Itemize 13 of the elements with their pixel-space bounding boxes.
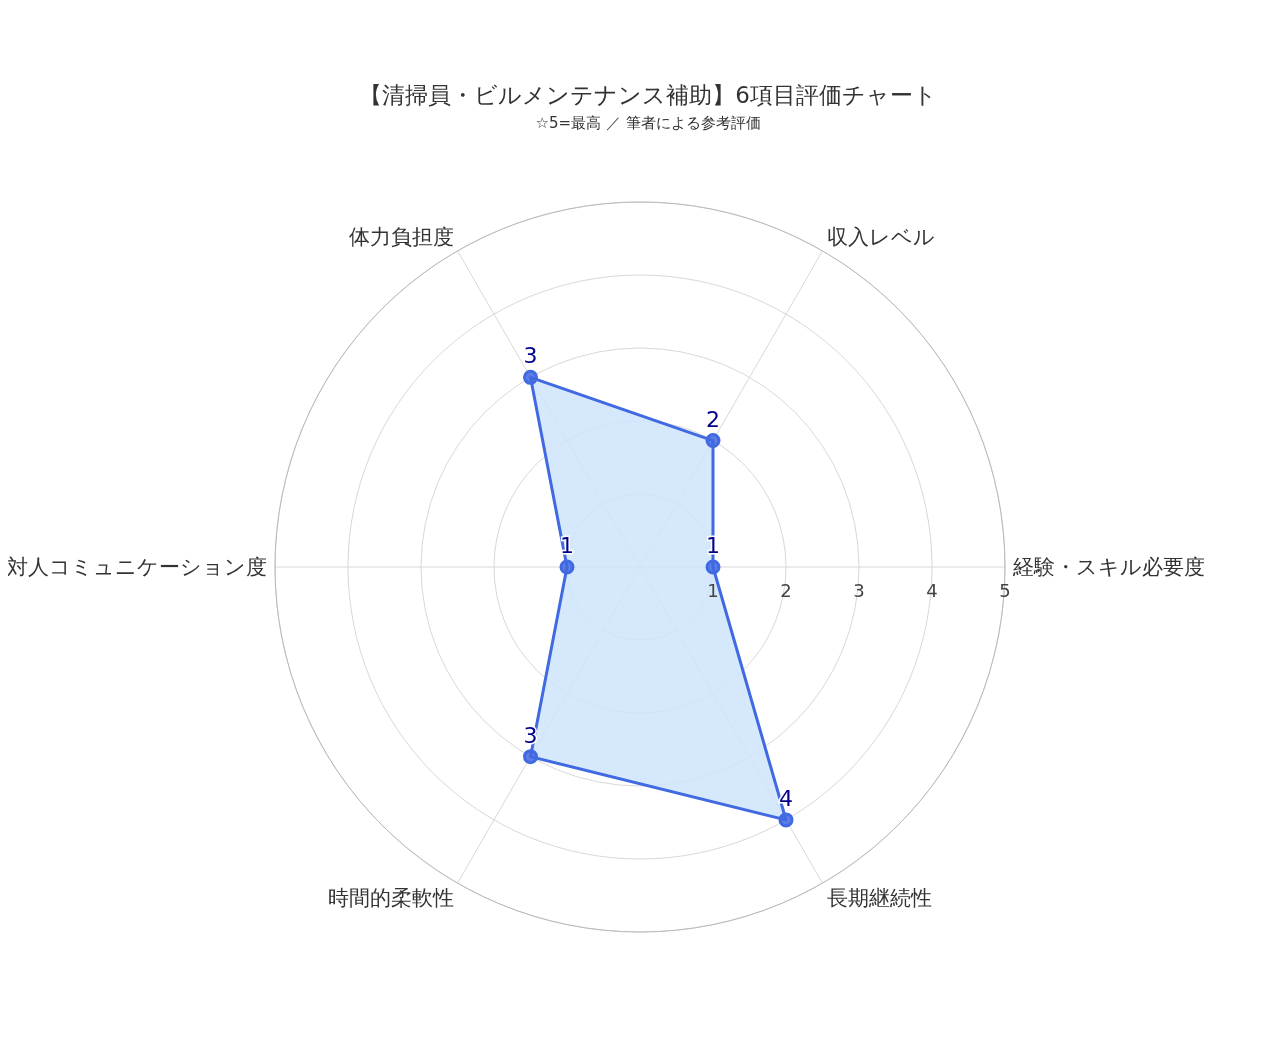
y-tick-label: 5 xyxy=(999,580,1011,601)
spoke-label: 対人コミュニケーション度 xyxy=(7,555,267,580)
data-label: 4 xyxy=(779,785,793,811)
spoke-label: 長期継続性 xyxy=(826,885,932,910)
chart-subtitle: ☆5=最高 ／ 筆者による参考評価 xyxy=(534,114,762,133)
spoke-label: 収入レベル xyxy=(826,224,935,249)
spoke-label: 体力負担度 xyxy=(348,224,454,249)
spoke-label: 経験・スキル必要度 xyxy=(1012,555,1205,580)
data-label: 1 xyxy=(707,580,719,601)
data-label: 2 xyxy=(706,406,720,432)
chart-title: 【清掃員・ビルメンテナンス補助】6項目評価チャート xyxy=(358,81,938,110)
spoke-label: 時間的柔軟性 xyxy=(327,885,454,910)
data-label: 3 xyxy=(523,343,538,369)
